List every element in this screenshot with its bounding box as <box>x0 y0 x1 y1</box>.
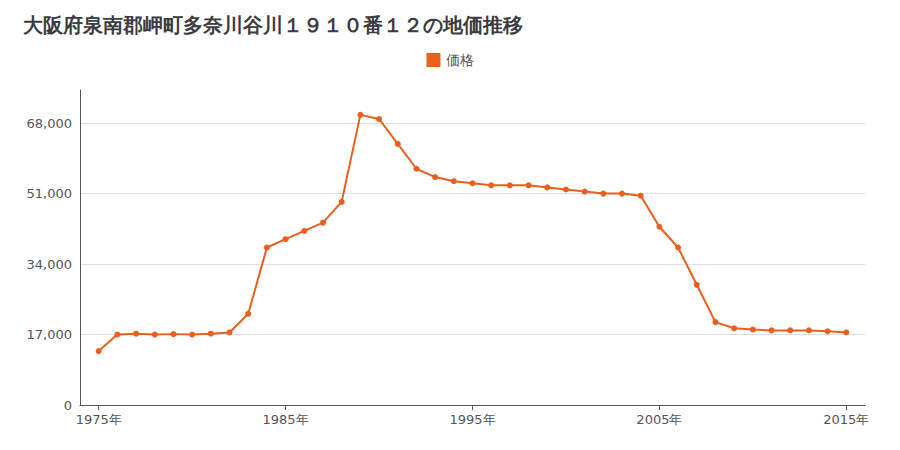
svg-text:価格: 価格 <box>446 52 474 68</box>
svg-text:0: 0 <box>64 398 72 413</box>
svg-text:51,000: 51,000 <box>27 186 73 201</box>
svg-text:34,000: 34,000 <box>27 257 73 272</box>
svg-text:17,000: 17,000 <box>27 327 73 342</box>
svg-text:68,000: 68,000 <box>27 116 73 131</box>
svg-text:2005年: 2005年 <box>636 412 682 427</box>
svg-text:1975年: 1975年 <box>76 412 122 427</box>
svg-text:1995年: 1995年 <box>449 412 495 427</box>
svg-text:1985年: 1985年 <box>263 412 309 427</box>
svg-text:2015年: 2015年 <box>823 412 869 427</box>
svg-text:大阪府泉南郡岬町多奈川谷川１９１０番１２の地価推移: 大阪府泉南郡岬町多奈川谷川１９１０番１２の地価推移 <box>23 13 523 37</box>
